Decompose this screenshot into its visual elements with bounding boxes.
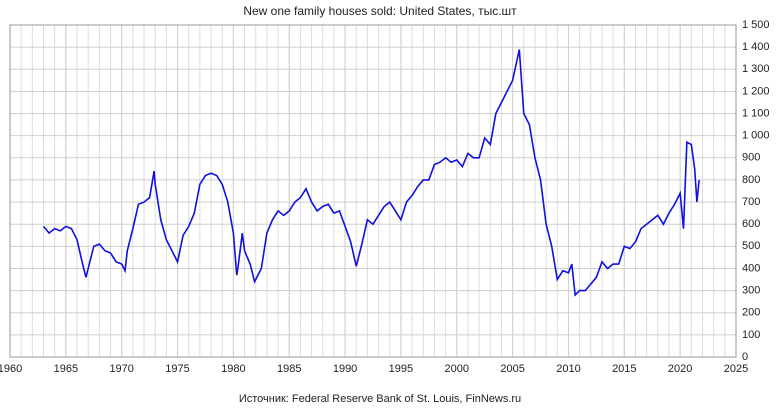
y-tick-label: 100 bbox=[742, 329, 760, 341]
x-tick-label: 1990 bbox=[333, 363, 357, 375]
y-tick-label: 1 100 bbox=[742, 107, 770, 119]
y-tick-label: 500 bbox=[742, 240, 760, 252]
x-tick-label: 2025 bbox=[724, 363, 748, 375]
y-tick-label: 0 bbox=[742, 351, 748, 363]
y-tick-label: 1 200 bbox=[742, 85, 770, 97]
y-tick-label: 200 bbox=[742, 307, 760, 319]
x-tick-label: 1995 bbox=[389, 363, 413, 375]
y-tick-label: 400 bbox=[742, 262, 760, 274]
x-tick-label: 2005 bbox=[500, 363, 524, 375]
x-tick-label: 2020 bbox=[668, 363, 692, 375]
y-tick-label: 1 000 bbox=[742, 130, 770, 142]
y-tick-label: 1 500 bbox=[742, 19, 770, 31]
x-tick-label: 1985 bbox=[277, 363, 301, 375]
y-tick-label: 700 bbox=[742, 196, 760, 208]
plot-frame bbox=[9, 24, 737, 358]
y-tick-label: 800 bbox=[742, 174, 760, 186]
y-tick-label: 1 300 bbox=[742, 63, 770, 75]
y-tick-label: 300 bbox=[742, 285, 760, 297]
data-line bbox=[42, 49, 700, 297]
y-tick-label: 600 bbox=[742, 218, 760, 230]
chart-title: New one family houses sold: United State… bbox=[243, 4, 517, 18]
x-tick-label: 1960 bbox=[0, 363, 22, 375]
y-tick-label: 1 400 bbox=[742, 41, 770, 53]
y-tick-label: 900 bbox=[742, 152, 760, 164]
x-tick-label: 2015 bbox=[612, 363, 636, 375]
x-tick-label: 1980 bbox=[221, 363, 245, 375]
x-tick-label: 2010 bbox=[556, 363, 580, 375]
source-note: Источник: Federal Reserve Bank of St. Lo… bbox=[239, 393, 521, 405]
x-tick-label: 2000 bbox=[445, 363, 469, 375]
x-tick-label: 1965 bbox=[54, 363, 78, 375]
x-tick-label: 1975 bbox=[165, 363, 189, 375]
x-tick-label: 1970 bbox=[109, 363, 133, 375]
